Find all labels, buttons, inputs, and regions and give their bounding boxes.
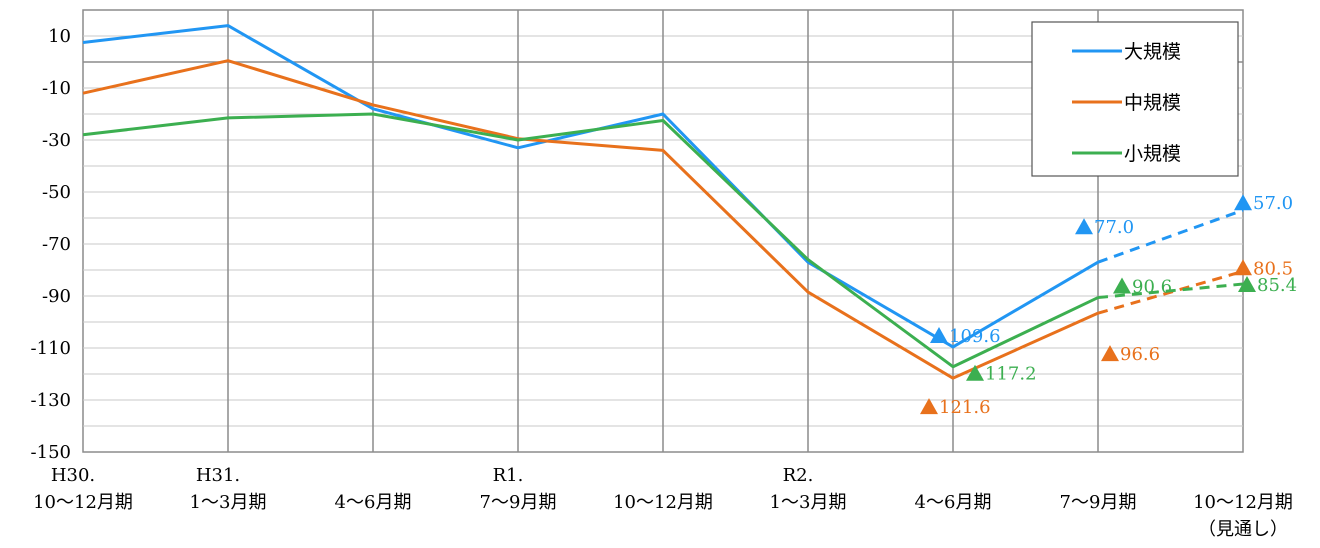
data-label: 117.2 xyxy=(985,364,1037,385)
x-tick-label: （見通し） xyxy=(1198,519,1288,540)
data-label: 121.6 xyxy=(939,397,991,418)
x-tick-label: R2. xyxy=(783,465,814,486)
data-label-marker xyxy=(1234,259,1252,276)
x-tick-label: 10〜12月期 xyxy=(33,492,133,513)
x-tick-label: 7〜9月期 xyxy=(1060,492,1137,513)
x-tick-label: 1〜3月期 xyxy=(770,492,847,513)
data-label-marker xyxy=(1234,194,1252,211)
data-label-marker xyxy=(1075,218,1093,235)
data-label-marker xyxy=(966,364,984,381)
y-tick-label: -70 xyxy=(42,234,71,255)
data-label-marker xyxy=(920,398,938,415)
y-tick-label: -110 xyxy=(31,338,71,359)
series-lines xyxy=(82,24,1244,380)
x-tick-label: H30. xyxy=(51,465,95,486)
data-label: 80.5 xyxy=(1253,258,1293,279)
data-label-marker xyxy=(1101,345,1119,362)
data-label: 85.4 xyxy=(1257,275,1297,296)
y-tick-label: -50 xyxy=(42,182,71,203)
x-tick-label: R1. xyxy=(493,465,524,486)
data-label: 90.6 xyxy=(1132,277,1172,298)
x-tick-label: 10〜12月期 xyxy=(613,492,713,513)
x-tick-label: 1〜3月期 xyxy=(190,492,267,513)
series-line-2 xyxy=(82,112,1099,369)
x-tick-label: 4〜6月期 xyxy=(915,492,992,513)
y-tick-label: -90 xyxy=(42,286,71,307)
data-labels: 109.6 77.0 57.0 121.6 96.6 80.5 117.2 90.6 85.4 xyxy=(920,193,1297,418)
x-tick-label: 4〜6月期 xyxy=(335,492,412,513)
series-line-0 xyxy=(82,24,1099,349)
y-tick-label: 10 xyxy=(48,26,71,47)
data-label: 57.0 xyxy=(1253,193,1293,214)
legend-label: 小規模 xyxy=(1124,143,1181,165)
data-label-marker xyxy=(1113,277,1131,294)
x-axis-ticks: H30. 10〜12月期 H31. 1〜3月期 4〜6月期 R1. 7〜9月期 10〜12月期… xyxy=(33,465,1293,540)
data-label-marker xyxy=(930,326,948,343)
data-label: 96.6 xyxy=(1120,344,1160,365)
y-tick-label: -150 xyxy=(31,442,71,463)
data-label-marker xyxy=(1238,276,1256,293)
y-tick-label: -10 xyxy=(42,78,71,99)
legend-box xyxy=(1031,21,1239,177)
data-label: 77.0 xyxy=(1094,217,1134,238)
x-tick-label: H31. xyxy=(196,465,240,486)
series-projection-2 xyxy=(1097,282,1244,300)
series-line-1 xyxy=(82,59,1099,380)
y-tick-label: -30 xyxy=(42,130,71,151)
legend-label: 大規模 xyxy=(1124,41,1181,63)
y-tick-label: -130 xyxy=(31,390,71,411)
x-tick-label: 7〜9月期 xyxy=(480,492,557,513)
y-axis-ticks: 10 -10 -30 -50 -70 -90 -110 -130 -150 xyxy=(31,26,71,463)
legend-label: 中規模 xyxy=(1124,92,1181,114)
data-label: 109.6 xyxy=(949,326,1001,347)
series-projection-0 xyxy=(1097,208,1244,264)
x-tick-label: 10〜12月期 xyxy=(1193,492,1293,513)
